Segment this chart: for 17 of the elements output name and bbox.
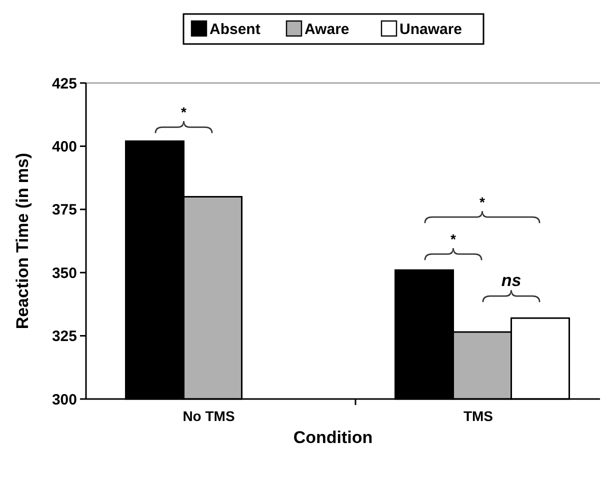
y-axis-title: Reaction Time (in ms) <box>13 152 32 330</box>
x-tick-label: No TMS <box>182 408 235 424</box>
x-axis-title: Condition <box>293 428 373 447</box>
annotation: * <box>480 194 486 210</box>
y-tick-label: 375 <box>52 202 77 219</box>
annotation: * <box>450 231 457 248</box>
y-tick-label: 300 <box>52 391 77 408</box>
y-tick-label: 400 <box>52 138 77 156</box>
annotation: ns <box>501 271 522 290</box>
legend-label: Absent <box>210 21 260 38</box>
y-tick-label: 425 <box>52 75 77 92</box>
y-tick-label: 350 <box>52 264 77 282</box>
x-tick-label: TMS <box>463 408 494 424</box>
legend-label: Aware <box>304 21 350 38</box>
annotation: * <box>181 104 188 120</box>
y-tick-label: 325 <box>52 328 77 346</box>
legend-label: Unaware <box>400 21 462 38</box>
